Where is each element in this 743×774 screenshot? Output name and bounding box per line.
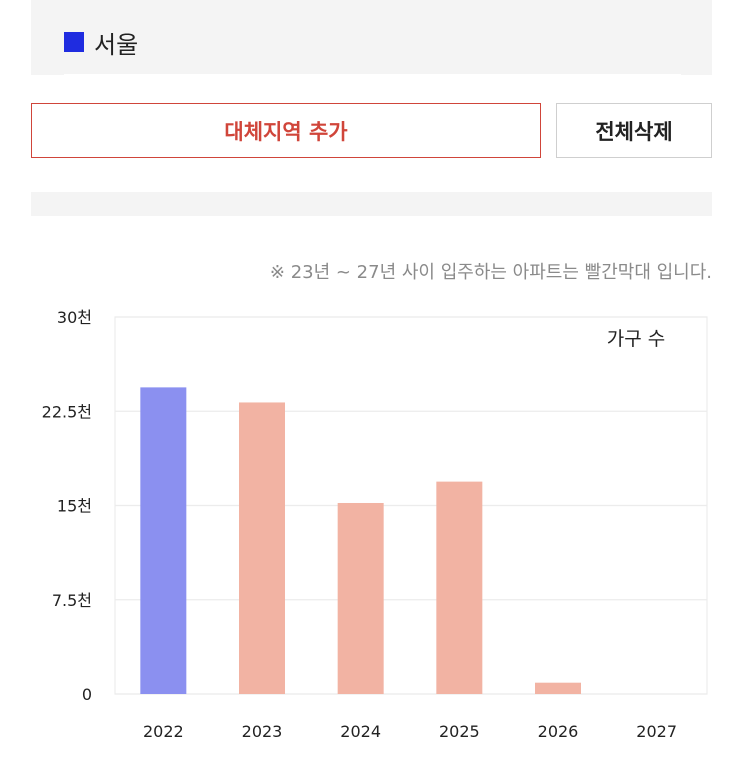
region-panel: [31, 0, 712, 75]
x-tick-label: 2026: [538, 722, 579, 741]
y-tick-label: 7.5천: [52, 591, 92, 610]
x-tick-label: 2024: [340, 722, 381, 741]
x-tick-label: 2027: [636, 722, 677, 741]
x-tick-label: 2023: [242, 722, 283, 741]
chart-note: ※ 23년 ~ 27년 사이 입주하는 아파트는 빨간막대 입니다.: [269, 262, 712, 283]
add-alternate-region-button[interactable]: 대체지역 추가: [31, 103, 541, 158]
bar-2022: [140, 387, 187, 694]
x-tick-label: 2022: [143, 722, 184, 741]
delete-all-button[interactable]: 전체삭제: [556, 103, 712, 158]
y-tick-label: 0: [82, 685, 92, 704]
bar-2023: [239, 402, 285, 694]
divider: [64, 74, 681, 78]
y-tick-label: 30천: [57, 308, 92, 327]
y-axis-ticks: 0 7.5천 15천 22.5천 30천: [42, 308, 92, 704]
y-tick-label: 22.5천: [42, 402, 92, 421]
x-axis-ticks: 2022 2023 2024 2025 2026 2027: [143, 722, 677, 741]
grid: [114, 316, 708, 695]
region-item-seoul[interactable]: 서울: [64, 22, 138, 62]
bar-2025: [436, 481, 483, 694]
region-color-swatch: [64, 32, 84, 52]
x-tick-label: 2025: [439, 722, 480, 741]
bar-2026: [535, 682, 581, 694]
bars: [140, 387, 581, 694]
region-label: 서울: [94, 30, 139, 59]
y-tick-label: 15천: [57, 497, 92, 516]
legend-label: 가구 수: [607, 328, 665, 350]
section-divider: [31, 192, 712, 216]
bar-2024: [337, 502, 384, 694]
